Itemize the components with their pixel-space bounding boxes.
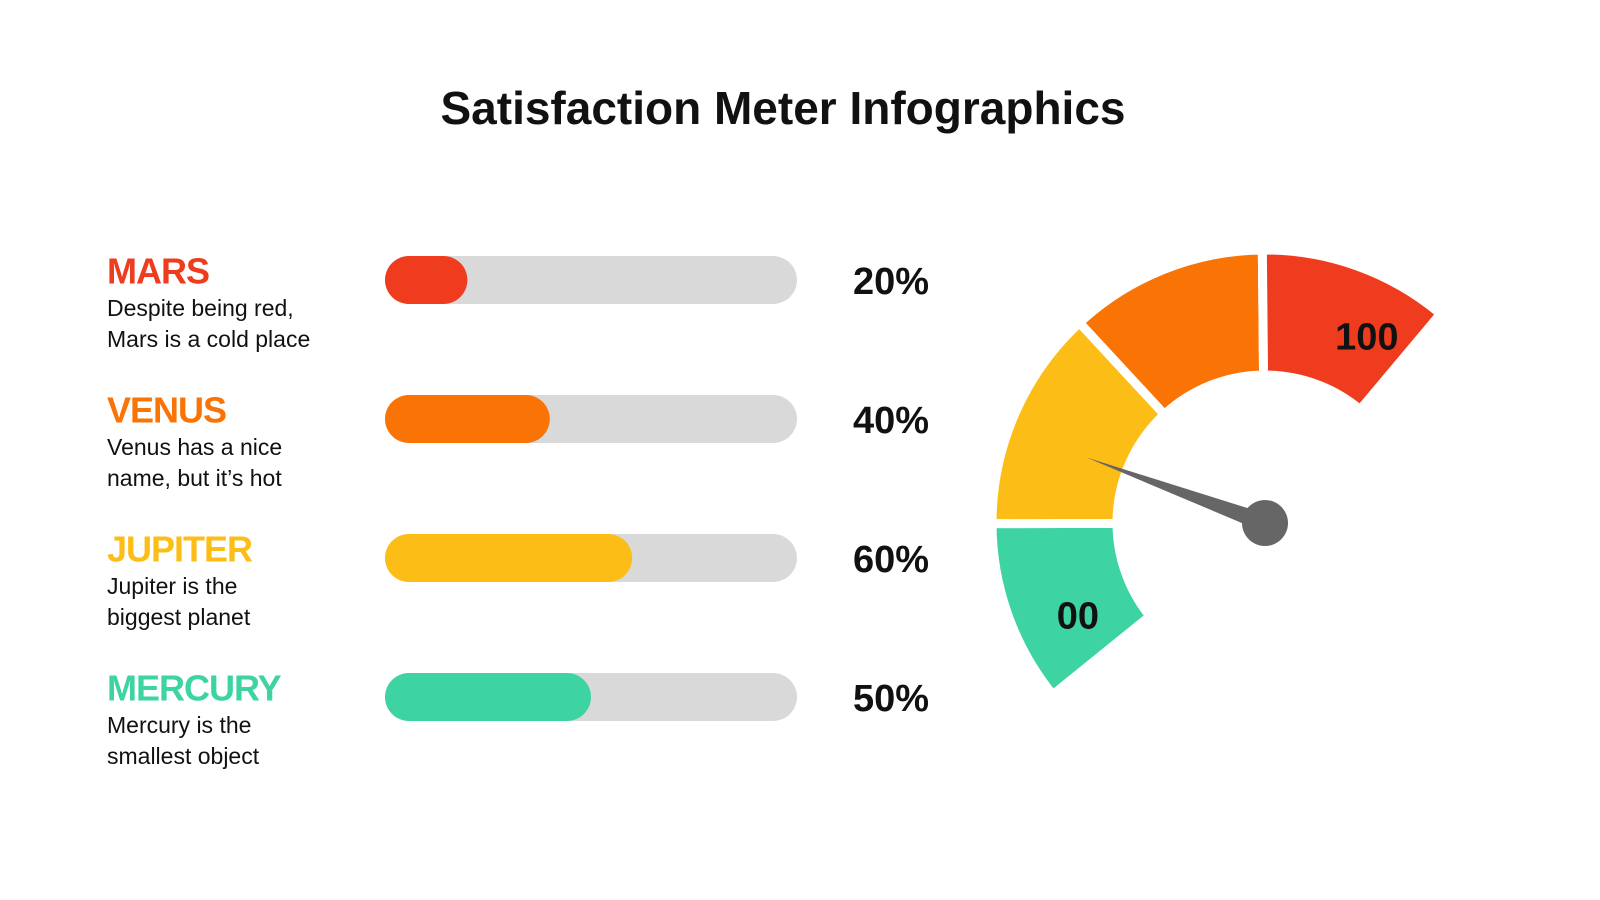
needle [1086, 457, 1269, 532]
bar [385, 395, 550, 443]
category-label: VENUS [107, 390, 226, 431]
gauge-band [1257, 245, 1447, 416]
description: Mars is a cold place [107, 326, 310, 352]
title: Satisfaction Meter Infographics [440, 82, 1125, 134]
bar [385, 534, 633, 582]
value-label: 40% [853, 400, 929, 442]
value-label: 50% [853, 678, 929, 720]
needle-hub [1242, 500, 1288, 546]
description: smallest object [107, 743, 260, 769]
value-label: 60% [853, 539, 929, 581]
description: Despite being red, [107, 295, 294, 321]
bar [385, 256, 468, 304]
description: biggest planet [107, 604, 251, 630]
gauge-tick-label: 00 [1057, 595, 1099, 637]
category-label: JUPITER [107, 529, 253, 570]
description: Jupiter is the [107, 573, 237, 599]
bar [385, 673, 591, 721]
value-label: 20% [853, 261, 929, 303]
category-label: MARS [107, 251, 209, 292]
description: Mercury is the [107, 712, 251, 738]
track [385, 256, 797, 304]
category-label: MERCURY [107, 668, 282, 709]
gauge-tick-label: 100 [1335, 316, 1398, 358]
description: Venus has a nice [107, 434, 282, 460]
description: name, but it’s hot [107, 465, 282, 491]
